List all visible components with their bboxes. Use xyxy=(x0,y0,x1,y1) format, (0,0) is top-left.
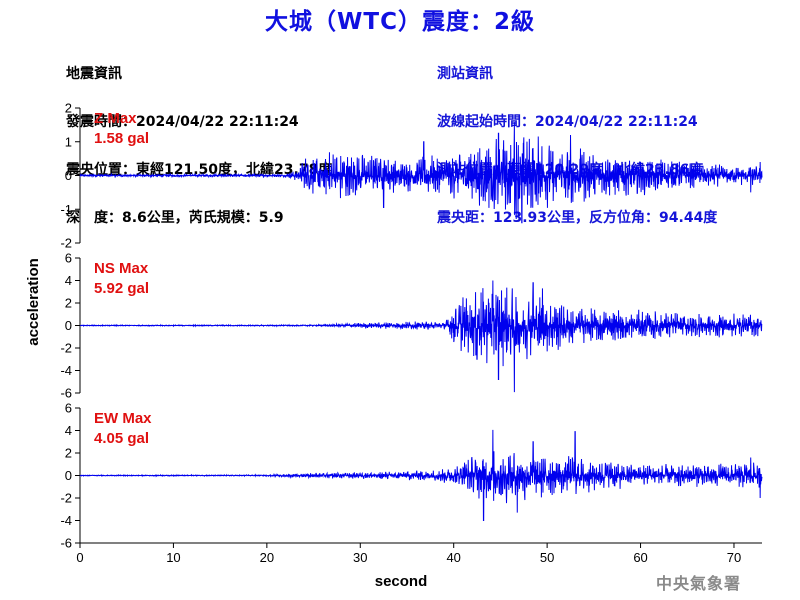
earthquake-info-heading: 地震資訊 xyxy=(66,66,122,82)
x-tick-label: 30 xyxy=(353,550,367,565)
y-tick-label: 6 xyxy=(65,251,72,266)
wave-start-time: 波線起始時間：2024/04/22 22:11:24 xyxy=(437,114,698,130)
x-tick-label: 10 xyxy=(166,550,180,565)
x-tick-label: 20 xyxy=(260,550,274,565)
y-tick-label: -6 xyxy=(60,386,72,401)
y-tick-label: -1 xyxy=(60,202,72,217)
y-axis-title: acceleration xyxy=(25,258,42,346)
max-title-ew: EW Max xyxy=(94,410,152,427)
max-title-z: Z Max xyxy=(94,110,137,127)
trace-z xyxy=(79,122,763,224)
agency-credit: 中央氣象署 xyxy=(656,574,742,593)
trace-ew xyxy=(79,429,763,521)
y-tick-label: -6 xyxy=(60,536,72,551)
x-tick-label: 50 xyxy=(540,550,554,565)
y-tick-label: 2 xyxy=(65,296,72,311)
y-tick-label: 4 xyxy=(65,423,72,438)
y-tick-label: -2 xyxy=(60,236,72,251)
y-tick-label: 0 xyxy=(65,318,72,333)
y-tick-label: -2 xyxy=(60,341,72,356)
station-info-heading: 測站資訊 xyxy=(437,66,493,82)
origin-time: 發震時間：2024/04/22 22:11:24 xyxy=(66,114,299,130)
y-tick-label: -2 xyxy=(60,491,72,506)
trace-ns xyxy=(79,280,763,393)
max-title-ns: NS Max xyxy=(94,260,149,277)
y-tick-label: -4 xyxy=(60,513,72,528)
y-tick-label: 0 xyxy=(65,468,72,483)
depth-magnitude: 深 度：8.6公里，芮氏規模：5.9 xyxy=(66,210,284,226)
y-tick-label: -4 xyxy=(60,363,72,378)
y-tick-label: 2 xyxy=(65,446,72,461)
max-value-ew: 4.05 gal xyxy=(94,430,149,447)
y-tick-label: 0 xyxy=(65,168,72,183)
epicentral-distance: 震央距：123.93公里，反方位角：94.44度 xyxy=(437,210,718,226)
max-value-z: 1.58 gal xyxy=(94,130,149,147)
max-value-ns: 5.92 gal xyxy=(94,280,149,297)
x-tick-label: 70 xyxy=(727,550,741,565)
x-tick-label: 60 xyxy=(633,550,647,565)
y-tick-label: 2 xyxy=(65,101,72,116)
x-tick-label: 0 xyxy=(76,550,83,565)
y-tick-label: 4 xyxy=(65,273,72,288)
x-tick-label: 40 xyxy=(446,550,460,565)
y-tick-label: 1 xyxy=(65,134,72,149)
y-tick-label: 6 xyxy=(65,401,72,416)
earthquake-info: 地震資訊 發震時間：2024/04/22 22:11:24 震央位置：東經121… xyxy=(66,34,332,242)
x-axis-title: second xyxy=(375,573,428,590)
epicenter-location: 震央位置：東經121.50度，北緯23.78度 xyxy=(66,162,333,178)
page-title: 大城（WTC）震度：2級 xyxy=(265,9,535,35)
